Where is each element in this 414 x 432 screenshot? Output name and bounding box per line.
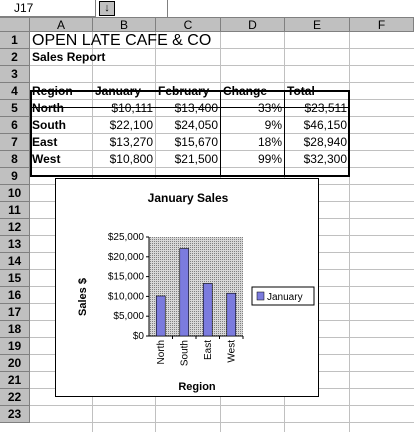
chart-bar-west: [226, 292, 237, 337]
gridline: [30, 116, 414, 117]
cell-february[interactable]: $21,500: [174, 152, 218, 166]
row-header-19[interactable]: 19: [0, 338, 30, 355]
gridline: [30, 99, 414, 100]
row-header-6[interactable]: 6: [0, 117, 30, 134]
cell-change[interactable]: 33%: [257, 101, 282, 115]
row-header-9[interactable]: 9: [0, 168, 30, 185]
y-tick-label: $10,000: [108, 291, 145, 302]
row-header-18[interactable]: 18: [0, 321, 30, 338]
cell-change[interactable]: 18%: [257, 135, 282, 149]
cell-total[interactable]: $46,150: [303, 118, 347, 132]
formula-bar-border: [0, 17, 414, 18]
column-header-d[interactable]: D: [221, 18, 285, 32]
table-border-top: [30, 90, 350, 92]
table-border-bottom: [30, 175, 350, 177]
cell-february[interactable]: $15,670: [174, 135, 218, 149]
cell-change[interactable]: 99%: [257, 152, 282, 166]
table-header-underline: [30, 107, 350, 108]
gridline: [30, 150, 414, 151]
row-header-23[interactable]: 23: [0, 406, 30, 423]
chart-xlabel: Region: [178, 381, 216, 393]
column-header-a[interactable]: A: [30, 18, 93, 32]
chart-legend: [251, 286, 315, 306]
row-header-7[interactable]: 7: [0, 134, 30, 151]
x-tick-label: North: [156, 340, 167, 364]
row-header-3[interactable]: 3: [0, 66, 30, 83]
y-tick-label: $0: [133, 331, 145, 342]
row-header-15[interactable]: 15: [0, 270, 30, 287]
row-header-14[interactable]: 14: [0, 253, 30, 270]
cell-february[interactable]: $13,400: [174, 101, 218, 115]
x-tick-label: East: [203, 340, 214, 360]
row-header-2[interactable]: 2: [0, 49, 30, 66]
cell-total[interactable]: $23,511: [304, 101, 348, 115]
x-tick-label: South: [179, 340, 190, 366]
cell-january[interactable]: $22,100: [109, 118, 153, 132]
cell-february[interactable]: $24,050: [174, 118, 218, 132]
row-header-16[interactable]: 16: [0, 287, 30, 304]
select-all-corner[interactable]: [0, 18, 30, 32]
cell-region[interactable]: South: [32, 118, 66, 132]
y-tick-label: $25,000: [108, 232, 145, 243]
cell-total[interactable]: $28,940: [303, 135, 347, 149]
cell-region[interactable]: West: [32, 152, 61, 166]
gridline: [30, 167, 414, 168]
row-header-17[interactable]: 17: [0, 304, 30, 321]
name-box[interactable]: J17: [0, 0, 96, 17]
table-col-sep: [220, 90, 221, 177]
row-header-1[interactable]: 1: [0, 32, 30, 49]
table-border-right: [348, 90, 350, 177]
chart-title: January Sales: [148, 191, 229, 205]
gridline: [30, 422, 414, 423]
column-header-e[interactable]: E: [285, 18, 350, 32]
cell-region[interactable]: North: [32, 101, 64, 115]
cell-region[interactable]: East: [32, 135, 58, 149]
formula-bar-separator: [167, 0, 168, 17]
gridline: [30, 133, 414, 134]
legend-swatch: [256, 291, 265, 301]
chart-bar-south: [179, 248, 190, 337]
row-header-12[interactable]: 12: [0, 219, 30, 236]
row-header-4[interactable]: 4: [0, 83, 30, 100]
cell-january[interactable]: $13,270: [109, 135, 153, 149]
cell-january[interactable]: $10,800: [109, 152, 153, 166]
row-header-20[interactable]: 20: [0, 355, 30, 372]
cell-january[interactable]: $10,111: [111, 101, 153, 115]
legend-label: January: [267, 292, 303, 303]
cell-change[interactable]: 9%: [264, 118, 282, 132]
gridline: [30, 405, 414, 406]
column-header-c[interactable]: C: [156, 18, 221, 32]
report-subtitle: Sales Report: [32, 50, 106, 64]
y-tick-label: $20,000: [108, 252, 145, 263]
row-header-22[interactable]: 22: [0, 389, 30, 406]
gridline: [30, 65, 414, 66]
gridline: [349, 32, 350, 432]
row-header-5[interactable]: 5: [0, 100, 30, 117]
table-col-sep: [284, 90, 285, 177]
row-header-11[interactable]: 11: [0, 202, 30, 219]
name-box-dropdown-icon[interactable]: ↓: [99, 1, 115, 16]
column-header-b[interactable]: B: [93, 18, 156, 32]
chart-bar-east: [202, 283, 213, 337]
chart-bar-north: [155, 295, 166, 337]
row-header-8[interactable]: 8: [0, 151, 30, 168]
chart-ylabel: Sales $: [77, 278, 89, 316]
column-header-f[interactable]: F: [350, 18, 414, 32]
gridline: [30, 82, 414, 83]
row-header-21[interactable]: 21: [0, 372, 30, 389]
x-tick-label: West: [226, 340, 237, 363]
embedded-chart[interactable]: January Sales Sales $ Region $0 $5,000 $10…: [55, 178, 319, 397]
report-title: OPEN LATE CAFE & CO: [32, 32, 212, 49]
cell-total[interactable]: $32,300: [303, 152, 347, 166]
gridline: [30, 48, 414, 49]
formula-bar: J17 ↓: [0, 0, 414, 18]
january-sales-chart: January Sales Sales $ Region $0 $5,000 $10…: [77, 191, 315, 393]
row-header-13[interactable]: 13: [0, 236, 30, 253]
row-header-10[interactable]: 10: [0, 185, 30, 202]
table-border-left: [30, 90, 32, 177]
y-tick-label: $5,000: [113, 311, 144, 322]
y-tick-label: $15,000: [108, 272, 145, 283]
